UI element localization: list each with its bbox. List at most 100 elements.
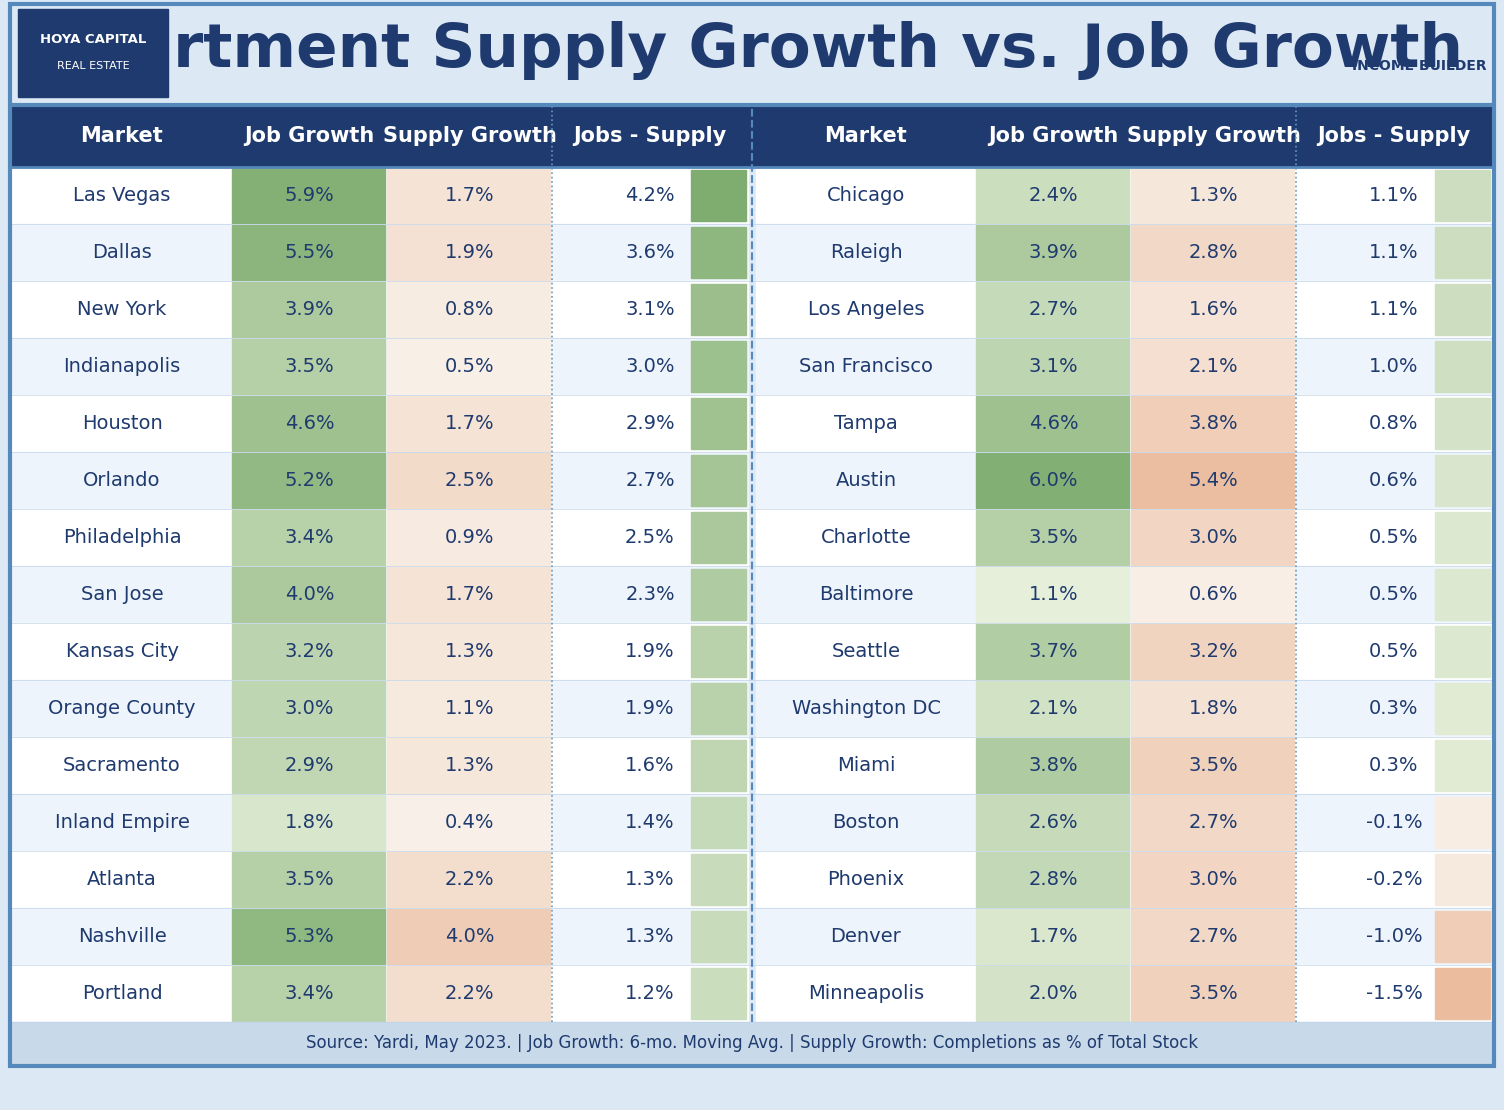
Bar (387, 339, 550, 394)
Text: 3.0%: 3.0% (626, 357, 675, 376)
Bar (690, 683, 746, 734)
Text: 2.0%: 2.0% (1029, 983, 1078, 1003)
Bar (690, 398, 746, 450)
Bar (976, 225, 1130, 280)
Text: Orlando: Orlando (83, 471, 161, 490)
Text: Charlotte: Charlotte (821, 528, 911, 547)
Bar (1435, 284, 1490, 335)
Bar (1131, 852, 1293, 907)
Bar (12, 395, 747, 452)
Text: 1.9%: 1.9% (626, 699, 675, 718)
Text: 2.2%: 2.2% (445, 870, 495, 889)
Bar (757, 623, 1492, 680)
Bar (976, 624, 1130, 679)
Bar (387, 909, 550, 963)
Bar (757, 452, 1492, 509)
Text: 1.3%: 1.3% (445, 756, 495, 775)
Bar (976, 738, 1130, 793)
Bar (1435, 341, 1490, 392)
Bar (690, 228, 746, 278)
Text: 2.8%: 2.8% (1188, 243, 1238, 262)
Text: 6.0%: 6.0% (1029, 471, 1078, 490)
Bar (757, 339, 1492, 395)
Text: 4.0%: 4.0% (284, 585, 334, 604)
Bar (757, 680, 1492, 737)
Text: 0.3%: 0.3% (1369, 756, 1418, 775)
Bar (757, 566, 1492, 623)
Text: 3.0%: 3.0% (284, 699, 334, 718)
Bar (12, 794, 747, 851)
Text: 3.8%: 3.8% (1029, 756, 1078, 775)
Text: Market: Market (81, 127, 164, 147)
Bar (232, 282, 385, 337)
Bar (976, 396, 1130, 451)
Bar (690, 341, 746, 392)
Bar (757, 395, 1492, 452)
Bar (690, 170, 746, 221)
Text: Seattle: Seattle (832, 642, 901, 660)
Text: 2.7%: 2.7% (626, 471, 675, 490)
Bar (976, 966, 1130, 1021)
Text: Austin: Austin (835, 471, 896, 490)
Text: New York: New York (77, 300, 167, 319)
Text: 1.1%: 1.1% (1369, 186, 1418, 205)
Text: 2.5%: 2.5% (445, 471, 495, 490)
Bar (12, 566, 747, 623)
Text: 3.0%: 3.0% (1188, 528, 1238, 547)
Bar (12, 623, 747, 680)
Bar (387, 453, 550, 508)
Text: Baltimore: Baltimore (818, 585, 913, 604)
Text: 2.8%: 2.8% (1029, 870, 1078, 889)
Bar (232, 966, 385, 1021)
Bar (690, 512, 746, 563)
Bar (1435, 455, 1490, 506)
Text: 1.1%: 1.1% (1369, 300, 1418, 319)
Text: 1.6%: 1.6% (1188, 300, 1238, 319)
Bar (387, 682, 550, 736)
Bar (1131, 624, 1293, 679)
Text: 0.5%: 0.5% (1369, 642, 1418, 660)
Bar (232, 682, 385, 736)
Text: 1.9%: 1.9% (445, 243, 495, 262)
Text: -0.1%: -0.1% (1366, 813, 1423, 832)
Bar (232, 624, 385, 679)
Text: 3.5%: 3.5% (284, 870, 334, 889)
Text: 2.1%: 2.1% (1188, 357, 1238, 376)
Text: Market: Market (824, 127, 907, 147)
Text: Source: Yardi, May 2023. | Job Growth: 6-mo. Moving Avg. | Supply Growth: Comple: Source: Yardi, May 2023. | Job Growth: 6… (305, 1035, 1199, 1052)
Bar (757, 737, 1492, 794)
Bar (690, 569, 746, 620)
Text: 1.3%: 1.3% (445, 642, 495, 660)
Text: 3.2%: 3.2% (1188, 642, 1238, 660)
Bar (690, 455, 746, 506)
Text: 3.5%: 3.5% (284, 357, 334, 376)
Bar (976, 567, 1130, 622)
Text: Apartment Supply Growth vs. Job Growth: Apartment Supply Growth vs. Job Growth (41, 21, 1463, 80)
Text: 1.9%: 1.9% (626, 642, 675, 660)
Bar (1435, 170, 1490, 221)
Bar (387, 396, 550, 451)
Bar (1131, 509, 1293, 565)
Bar (12, 680, 747, 737)
Bar (387, 168, 550, 223)
Bar (12, 224, 747, 281)
Bar (12, 908, 747, 965)
Bar (387, 738, 550, 793)
Text: Denver: Denver (830, 927, 901, 946)
Text: 2.9%: 2.9% (626, 414, 675, 433)
Text: Las Vegas: Las Vegas (74, 186, 170, 205)
Text: 1.7%: 1.7% (445, 585, 495, 604)
Text: 5.2%: 5.2% (284, 471, 334, 490)
Bar (1131, 453, 1293, 508)
Bar (232, 453, 385, 508)
Text: 0.6%: 0.6% (1188, 585, 1238, 604)
Text: 1.7%: 1.7% (1029, 927, 1078, 946)
Bar (12, 737, 747, 794)
Text: 3.8%: 3.8% (1188, 414, 1238, 433)
Bar (232, 738, 385, 793)
Bar (976, 795, 1130, 850)
Bar (12, 965, 747, 1022)
Bar (757, 908, 1492, 965)
Text: 3.7%: 3.7% (1029, 642, 1078, 660)
Bar (976, 509, 1130, 565)
